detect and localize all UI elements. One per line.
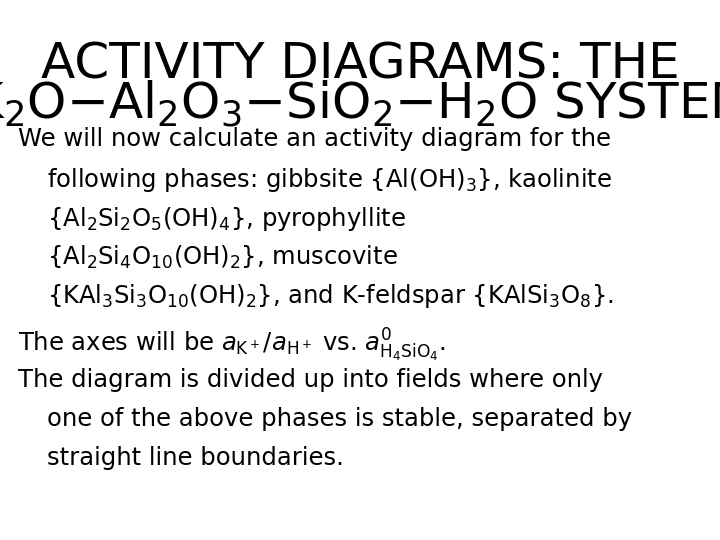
Text: ACTIVITY DIAGRAMS: THE: ACTIVITY DIAGRAMS: THE (40, 40, 680, 89)
Text: $\mathregular{K_2O\mathrm{-}Al_2O_3\mathrm{-}SiO_2\mathrm{-}H_2O}$ SYSTEM: $\mathregular{K_2O\mathrm{-}Al_2O_3\math… (0, 78, 720, 129)
Text: one of the above phases is stable, separated by: one of the above phases is stable, separ… (47, 407, 632, 431)
Text: {Al$_2$Si$_2$O$_5$(OH)$_4$}, pyrophyllite: {Al$_2$Si$_2$O$_5$(OH)$_4$}, pyrophyllit… (47, 205, 406, 233)
Text: following phases: gibbsite {Al(OH)$_3$}, kaolinite: following phases: gibbsite {Al(OH)$_3$},… (47, 166, 612, 194)
Text: straight line boundaries.: straight line boundaries. (47, 446, 343, 470)
Text: {Al$_2$Si$_4$O$_{10}$(OH)$_2$}, muscovite: {Al$_2$Si$_4$O$_{10}$(OH)$_2$}, muscovit… (47, 244, 397, 271)
Text: {KAl$_3$Si$_3$O$_{10}$(OH)$_2$}, and K-feldspar {KAlSi$_3$O$_8$}.: {KAl$_3$Si$_3$O$_{10}$(OH)$_2$}, and K-f… (47, 282, 613, 310)
Text: We will now calculate an activity diagram for the: We will now calculate an activity diagra… (18, 127, 611, 151)
Text: The axes will be $a_{\mathrm{K^+}}$/$a_{\mathrm{H^+}}$ vs. $a_{\mathrm{H_4SiO_4}: The axes will be $a_{\mathrm{K^+}}$/$a_{… (18, 327, 446, 365)
Text: The diagram is divided up into fields where only: The diagram is divided up into fields wh… (18, 368, 603, 392)
